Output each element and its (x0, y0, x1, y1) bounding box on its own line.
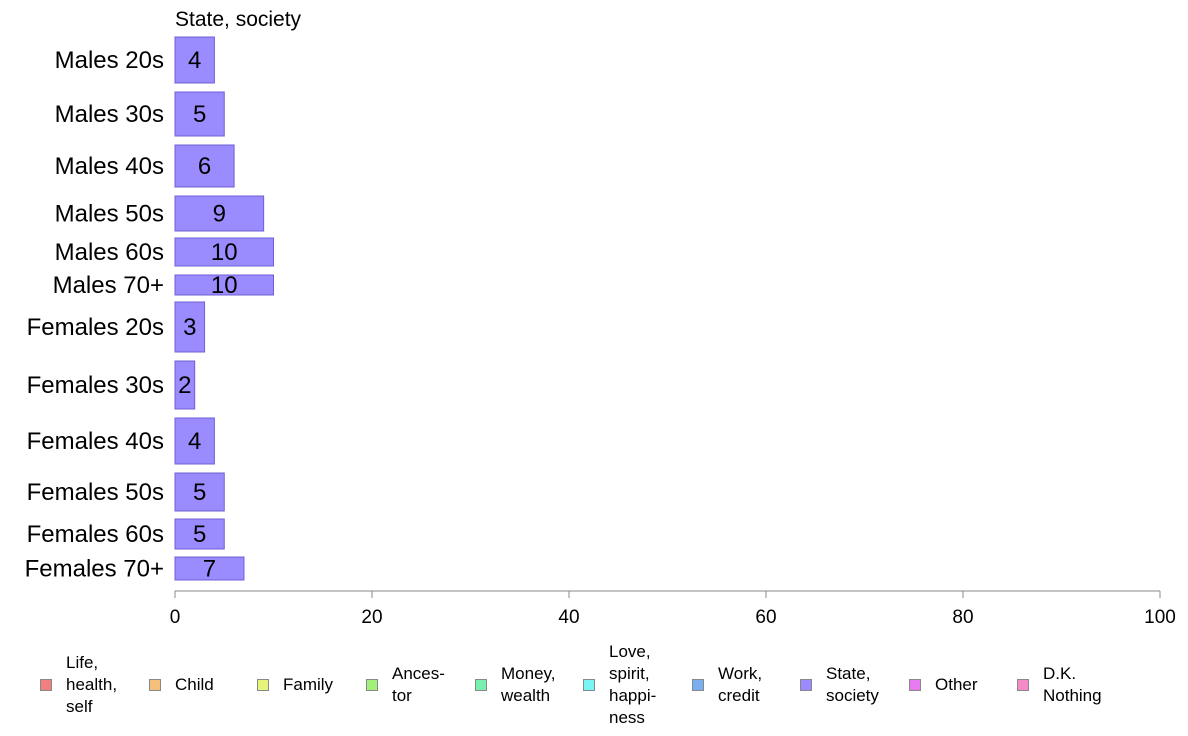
legend-label: Other (935, 675, 978, 694)
legend-label: Work, credit (718, 664, 763, 705)
bar (174, 36, 215, 84)
category-label: Females 60s (27, 521, 164, 548)
bar (174, 518, 225, 550)
bar (174, 144, 235, 188)
legend-swatch (909, 679, 921, 691)
legend-swatch (257, 679, 269, 691)
category-label: Females 70+ (25, 556, 164, 583)
legend-item: Other (909, 640, 978, 730)
category-label: Females 20s (27, 314, 164, 341)
bar-value-label: 5 (193, 479, 206, 506)
x-tick-label: 40 (558, 607, 579, 628)
x-tick-label: 0 (170, 607, 181, 628)
x-tick-label: 20 (361, 607, 382, 628)
bar (174, 91, 225, 137)
bar (174, 472, 225, 512)
legend-swatch (583, 679, 595, 691)
x-tick-label: 100 (1144, 607, 1176, 628)
legend-label: Child (175, 675, 214, 694)
legend-swatch (800, 679, 812, 691)
legend-label: Money, wealth (501, 664, 556, 705)
bar (174, 556, 245, 581)
legend-item: Life, health, self (40, 640, 117, 730)
x-tick-label: 60 (755, 607, 776, 628)
bar-value-label: 10 (211, 239, 238, 266)
bar-value-label: 5 (193, 521, 206, 548)
panel-title: State, society (175, 8, 302, 31)
category-label: Males 20s (55, 47, 164, 74)
category-label: Males 70+ (53, 272, 164, 299)
bar (174, 360, 196, 410)
bar-value-label: 10 (211, 272, 238, 299)
legend-item: D.K. Nothing (1017, 640, 1102, 730)
category-label: Females 30s (27, 372, 164, 399)
bars-group: 4 Males 20s 5 Males 30s 6 Males 40s 9 Males 50s… (25, 36, 274, 583)
category-label: Males 30s (55, 101, 164, 128)
x-tick-label: 80 (952, 607, 973, 628)
bar (174, 301, 206, 353)
legend: Life, health, self Child Family Ances- tor M… (0, 640, 1188, 730)
legend-swatch (149, 679, 161, 691)
legend-swatch (692, 679, 704, 691)
bar-value-label: 2 (178, 372, 191, 399)
bar-value-label: 5 (193, 101, 206, 128)
bar-value-label: 3 (183, 314, 196, 341)
bar-value-label: 4 (188, 428, 201, 455)
legend-label: Family (283, 675, 334, 694)
bar-value-label: 6 (198, 153, 211, 180)
category-label: Females 40s (27, 428, 164, 455)
legend-label: D.K. Nothing (1043, 664, 1102, 705)
legend-swatch (366, 679, 378, 691)
category-label: Females 50s (27, 479, 164, 506)
bar-value-label: 7 (203, 556, 216, 583)
legend-label: State, society (826, 664, 879, 705)
legend-item: Family (257, 640, 333, 730)
x-ticks-group: 0 20 40 60 80 100 (170, 591, 1176, 628)
legend-item: Money, wealth (475, 640, 556, 730)
legend-swatch (40, 679, 52, 691)
legend-item: Ances- tor (366, 640, 445, 730)
legend-swatch (1017, 679, 1029, 691)
legend-item: Child (149, 640, 214, 730)
legend-label: Love, spirit, happi- ness (609, 642, 657, 727)
category-label: Males 40s (55, 153, 164, 180)
bar (174, 237, 274, 267)
bar-value-label: 4 (188, 47, 201, 74)
bar (174, 195, 265, 232)
legend-label: Life, health, self (66, 653, 118, 716)
bar (174, 417, 215, 465)
chart: State, society 4 Males 20s 5 Males 30s 6 Male… (25, 8, 1176, 628)
category-label: Males 50s (55, 201, 164, 228)
bar-value-label: 9 (213, 201, 226, 228)
legend-label: Ances- tor (392, 664, 445, 705)
legend-item: Love, spirit, happi- ness (583, 640, 656, 730)
bar (174, 274, 274, 296)
legend-swatch (475, 679, 487, 691)
legend-item: State, society (800, 640, 879, 730)
category-label: Males 60s (55, 239, 164, 266)
legend-item: Work, credit (692, 640, 762, 730)
